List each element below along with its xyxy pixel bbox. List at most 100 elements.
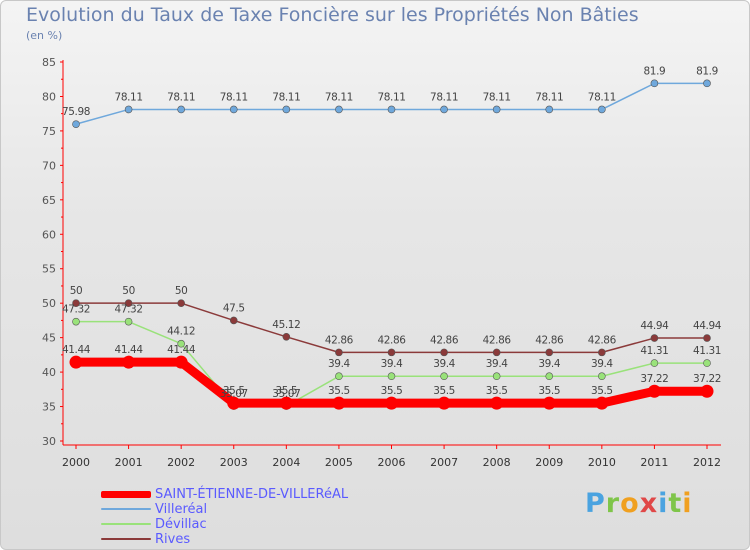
data-label-3: 42.86 (588, 334, 617, 346)
data-label-0: 35.5 (275, 385, 297, 397)
data-label-0: 35.5 (328, 385, 350, 397)
data-label-2: 39.4 (381, 358, 403, 370)
data-label-2: 39.4 (486, 358, 508, 370)
series-point-0 (490, 396, 504, 410)
data-label-3: 50 (70, 285, 83, 297)
x-tick-label: 2006 (378, 456, 406, 469)
data-label-0: 35.5 (486, 385, 508, 397)
data-label-1: 78.11 (272, 91, 300, 103)
data-label-0: 35.5 (591, 385, 613, 397)
series-point-2 (440, 372, 448, 381)
proxiti-logo: Proxiti (585, 488, 693, 519)
series-point-0 (437, 396, 451, 410)
data-label-2: 35.07 (220, 388, 248, 400)
data-label-3: 42.86 (377, 334, 406, 346)
data-label-0: 41.44 (62, 344, 91, 356)
x-tick-label: 2008 (483, 456, 511, 469)
series-point-0 (700, 384, 714, 398)
data-label-1: 75.98 (62, 106, 90, 118)
series-point-2 (703, 359, 711, 367)
series-point-1 (177, 105, 185, 114)
data-label-1: 78.11 (220, 91, 248, 103)
legend-label-rives: Rives (155, 532, 191, 547)
x-tick-label: 2010 (588, 456, 616, 469)
y-unit-label: (en %) (26, 29, 63, 42)
data-label-0: 35.5 (381, 385, 403, 397)
series-point-0 (227, 396, 241, 410)
series-point-0 (595, 396, 609, 410)
data-label-0: 35.5 (538, 385, 560, 397)
data-label-0: 35.5 (433, 385, 455, 397)
data-label-3: 50 (122, 285, 135, 297)
y-tick-label: 80 (42, 90, 56, 103)
data-label-1: 81.9 (644, 65, 666, 77)
x-tick-label: 2005 (325, 456, 353, 469)
data-label-3: 50 (175, 285, 188, 297)
series-point-3 (229, 316, 238, 325)
data-label-2: 39.4 (433, 358, 455, 370)
data-label-1: 78.11 (483, 91, 511, 103)
data-label-0: 41.44 (167, 344, 196, 356)
y-tick-label: 45 (42, 332, 56, 345)
series-point-3 (124, 299, 133, 307)
data-label-2: 39.4 (328, 358, 350, 370)
data-label-2: 35.07 (272, 388, 300, 400)
series-point-2 (387, 372, 396, 381)
series-point-3 (492, 348, 501, 357)
series-point-1 (492, 105, 501, 114)
data-label-1: 78.11 (325, 91, 353, 103)
data-label-1: 78.11 (588, 91, 616, 103)
legend-swatch-devillac (101, 523, 151, 525)
legend-swatch-villereal (101, 508, 151, 510)
series-point-1 (650, 79, 659, 88)
series-point-3 (282, 333, 291, 341)
series-point-0 (385, 396, 398, 410)
y-tick-label: 55 (42, 263, 56, 276)
y-tick-label: 60 (42, 228, 56, 241)
series-point-1 (387, 105, 396, 114)
x-tick-label: 2004 (272, 456, 300, 469)
series-point-0 (542, 396, 556, 410)
data-label-2: 41.31 (693, 345, 721, 357)
series-point-1 (598, 105, 606, 114)
data-label-1: 78.11 (430, 91, 458, 103)
y-tick-label: 65 (42, 194, 56, 207)
series-point-1 (545, 105, 554, 114)
series-point-3 (387, 348, 396, 357)
data-label-1: 78.11 (115, 91, 143, 103)
data-label-3: 42.86 (535, 334, 564, 346)
legend-label-devillac: Dévillac (155, 517, 207, 532)
series-line-1 (75, 82, 708, 125)
series-point-0 (279, 396, 293, 410)
data-label-0: 35.5 (223, 385, 245, 397)
x-tick-label: 2003 (220, 456, 248, 469)
data-label-3: 42.86 (325, 334, 354, 346)
data-label-3: 44.94 (640, 320, 669, 332)
series-point-3 (335, 348, 343, 357)
data-label-1: 78.11 (535, 91, 563, 103)
series-point-2 (177, 339, 185, 348)
series-point-3 (598, 348, 606, 357)
data-label-1: 78.11 (377, 91, 405, 103)
series-point-1 (335, 105, 343, 114)
data-label-0: 37.22 (640, 373, 668, 385)
series-point-1 (703, 79, 711, 88)
y-tick-label: 75 (42, 125, 56, 138)
x-tick-label: 2002 (167, 456, 195, 469)
legend-label-villereal: Villeréal (155, 502, 208, 517)
y-tick-label: 35 (42, 401, 56, 414)
chart-title: Evolution du Taux de Taxe Foncière sur l… (26, 4, 639, 26)
data-label-2: 39.4 (538, 358, 560, 370)
data-label-2: 44.12 (167, 326, 195, 338)
series-point-0 (332, 396, 346, 410)
series-point-2 (492, 372, 501, 381)
series-point-3 (545, 348, 554, 357)
data-label-0: 37.22 (693, 373, 721, 385)
data-label-3: 42.86 (483, 334, 512, 346)
data-label-3: 42.86 (430, 334, 459, 346)
data-label-3: 45.12 (272, 319, 300, 331)
x-tick-label: 2012 (693, 456, 721, 469)
series-point-1 (124, 105, 133, 114)
series-point-2 (72, 317, 80, 326)
